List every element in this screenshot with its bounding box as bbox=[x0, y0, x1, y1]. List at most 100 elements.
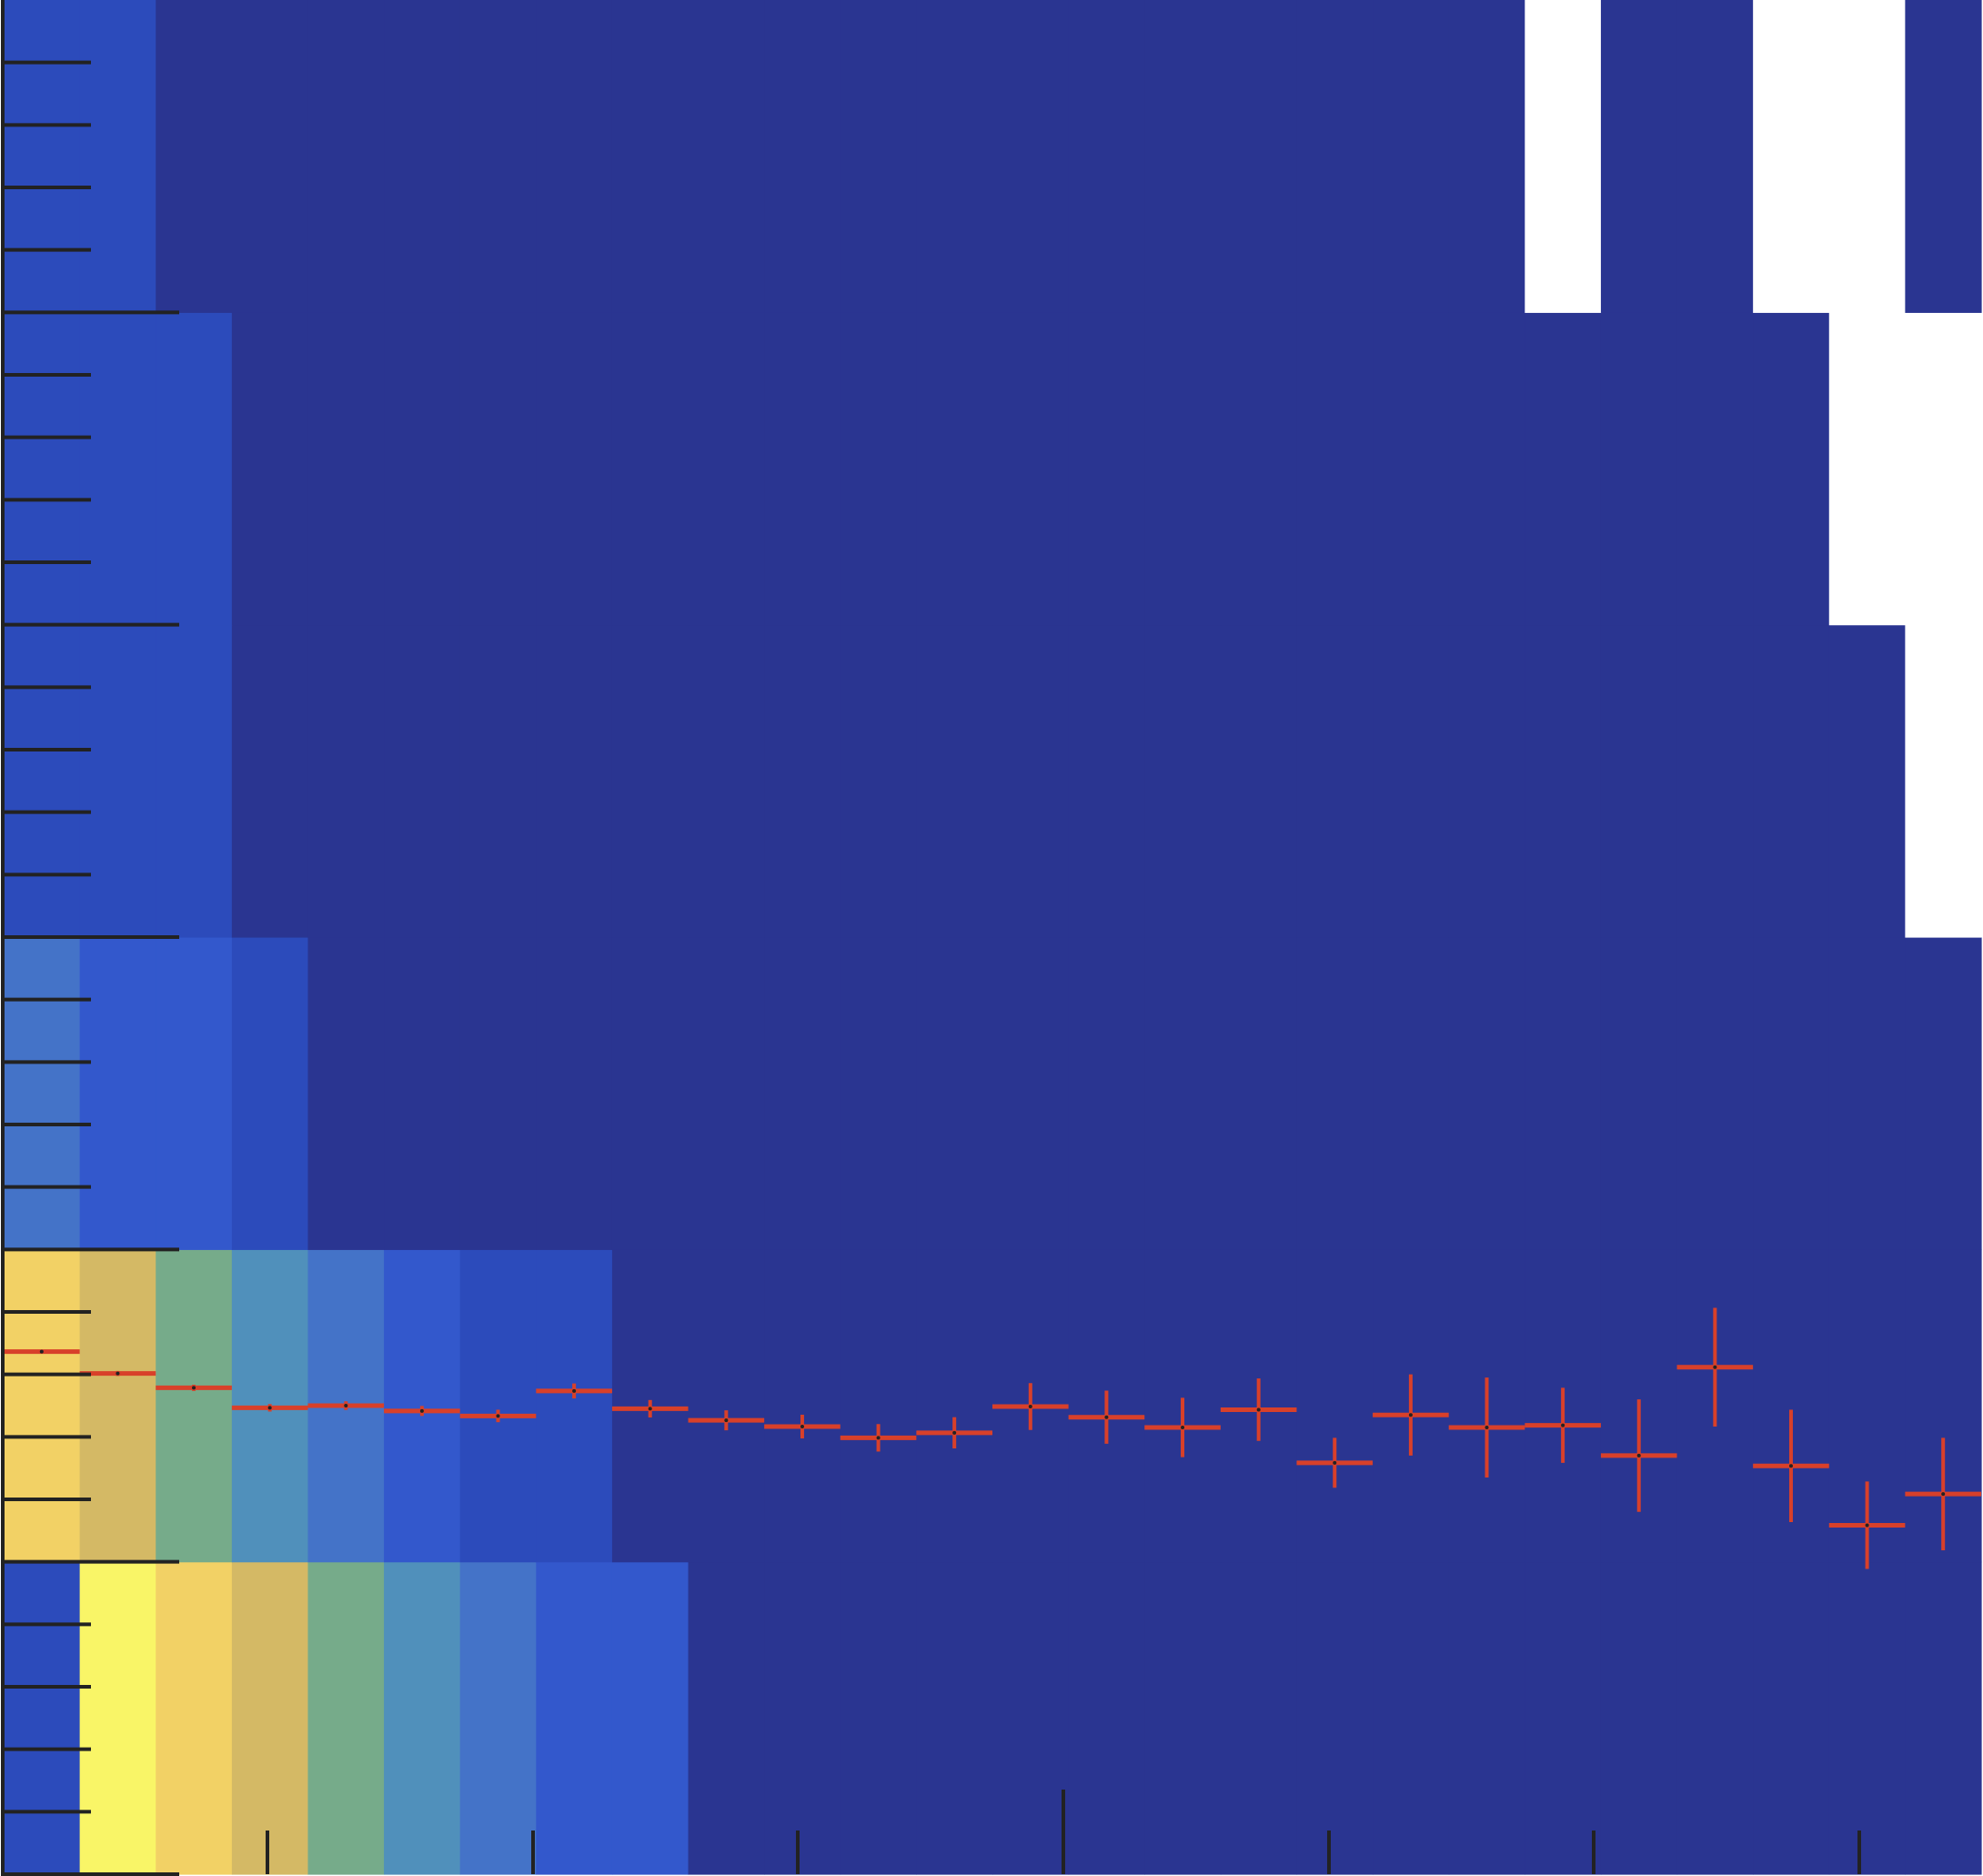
heatmap-cell bbox=[1144, 1561, 1222, 1875]
heatmap-cell bbox=[459, 1561, 537, 1875]
profile-point bbox=[572, 1388, 577, 1393]
heatmap-cell bbox=[764, 1249, 841, 1563]
heatmap-cell bbox=[1068, 624, 1145, 938]
heatmap-cell bbox=[231, 312, 309, 626]
heatmap-cell bbox=[1144, 624, 1222, 938]
heatmap-cell bbox=[536, 624, 613, 938]
heatmap-cell bbox=[231, 1561, 309, 1875]
heatmap-cell bbox=[4, 1561, 81, 1875]
heatmap-cell bbox=[231, 624, 309, 938]
profile-point bbox=[1104, 1415, 1109, 1419]
heatmap-cell bbox=[764, 0, 841, 313]
profile-point bbox=[1636, 1453, 1641, 1457]
heatmap-cell bbox=[1448, 624, 1525, 938]
heatmap-cell bbox=[688, 1249, 765, 1563]
heatmap-cell bbox=[1828, 1561, 1906, 1875]
heatmap-cell bbox=[1525, 624, 1602, 938]
heatmap-cell bbox=[840, 937, 917, 1250]
heatmap-cell bbox=[4, 312, 81, 626]
heatmap-cell bbox=[916, 937, 993, 1250]
profile-point bbox=[1028, 1405, 1032, 1409]
heatmap-cell bbox=[1373, 312, 1450, 626]
heatmap-cell bbox=[1753, 0, 1830, 313]
profile-point bbox=[496, 1414, 500, 1418]
profile-point bbox=[1333, 1460, 1337, 1465]
heatmap-cell bbox=[764, 1561, 841, 1875]
heatmap-cell bbox=[1296, 312, 1374, 626]
heatmap-cell bbox=[1373, 624, 1450, 938]
heatmap-cell bbox=[1448, 0, 1525, 313]
heatmap-cell bbox=[1525, 312, 1602, 626]
heatmap-cell bbox=[1144, 0, 1222, 313]
heatmap-cell bbox=[384, 1561, 461, 1875]
heatmap-cell bbox=[156, 0, 233, 313]
heatmap-cell bbox=[764, 937, 841, 1250]
heatmap-cell bbox=[916, 1561, 993, 1875]
profile-point bbox=[39, 1349, 44, 1354]
heatmap-cell bbox=[916, 1249, 993, 1563]
heatmap-cell bbox=[1296, 1561, 1374, 1875]
heatmap-cell bbox=[384, 624, 461, 938]
heatmap-cell bbox=[1600, 937, 1678, 1250]
heatmap-cell bbox=[156, 1561, 233, 1875]
heatmap-cell bbox=[156, 312, 233, 626]
heatmap-cell bbox=[1676, 0, 1754, 313]
heatmap-cell bbox=[992, 1561, 1070, 1875]
heatmap-cell bbox=[4, 937, 81, 1250]
heatmap-cell bbox=[764, 624, 841, 938]
heatmap-cell bbox=[688, 1561, 765, 1875]
heatmap-cell bbox=[1525, 1561, 1602, 1875]
profile-point bbox=[952, 1430, 957, 1435]
heatmap-cell bbox=[384, 1249, 461, 1563]
heatmap-cell bbox=[307, 624, 385, 938]
heatmap-cell bbox=[840, 312, 917, 626]
heatmap-cell bbox=[231, 0, 309, 313]
heatmap-cell bbox=[611, 0, 690, 313]
heatmap-cell bbox=[611, 1561, 690, 1875]
heatmap-cell bbox=[459, 0, 537, 313]
profile-point bbox=[648, 1407, 652, 1411]
heatmap-cell bbox=[1676, 937, 1754, 1250]
heatmap-cell bbox=[1905, 0, 1982, 313]
heatmap-cell bbox=[840, 1249, 917, 1563]
heatmap-cell bbox=[1068, 1561, 1145, 1875]
heatmap-cell bbox=[384, 937, 461, 1250]
heatmap-cell bbox=[840, 1561, 917, 1875]
heatmap-cell bbox=[1525, 937, 1602, 1250]
heatmap-cell bbox=[536, 1561, 613, 1875]
heatmap-cell bbox=[1068, 937, 1145, 1250]
heatmap-cell bbox=[1600, 1561, 1678, 1875]
heatmap-cell bbox=[1448, 937, 1525, 1250]
profile-point bbox=[1561, 1423, 1565, 1427]
heatmap-cell bbox=[79, 1561, 156, 1875]
heatmap-cell bbox=[1296, 0, 1374, 313]
heatmap-cell bbox=[1296, 937, 1374, 1250]
heatmap-cell bbox=[1905, 312, 1982, 626]
heatmap-cell bbox=[536, 312, 613, 626]
heatmap-cell bbox=[4, 1249, 81, 1563]
heatmap-cell bbox=[459, 312, 537, 626]
profile-point bbox=[1941, 1492, 1946, 1497]
heatmap-cell bbox=[992, 624, 1070, 938]
heatmap-cell bbox=[688, 312, 765, 626]
heatmap-cell bbox=[1905, 937, 1982, 1250]
profile-point bbox=[1408, 1413, 1413, 1417]
heatmap-cell bbox=[1448, 1561, 1525, 1875]
heatmap-cell bbox=[1753, 937, 1830, 1250]
heatmap-cell bbox=[1600, 312, 1678, 626]
heatmap-cell bbox=[1220, 0, 1298, 313]
profile-point bbox=[192, 1386, 196, 1390]
heatmap-cell bbox=[459, 937, 537, 1250]
heatmap-cell bbox=[4, 624, 81, 938]
heatmap-cell bbox=[1068, 0, 1145, 313]
heatmap-cell bbox=[992, 0, 1070, 313]
profile-point bbox=[800, 1425, 804, 1428]
heatmap-cell bbox=[840, 0, 917, 313]
heatmap-cell bbox=[1828, 937, 1906, 1250]
heatmap-cells bbox=[4, 0, 1982, 1875]
profile-point bbox=[1713, 1365, 1717, 1369]
heatmap-cell bbox=[611, 937, 690, 1250]
heatmap-cell bbox=[1373, 0, 1450, 313]
heatmap-cell bbox=[1905, 624, 1982, 938]
